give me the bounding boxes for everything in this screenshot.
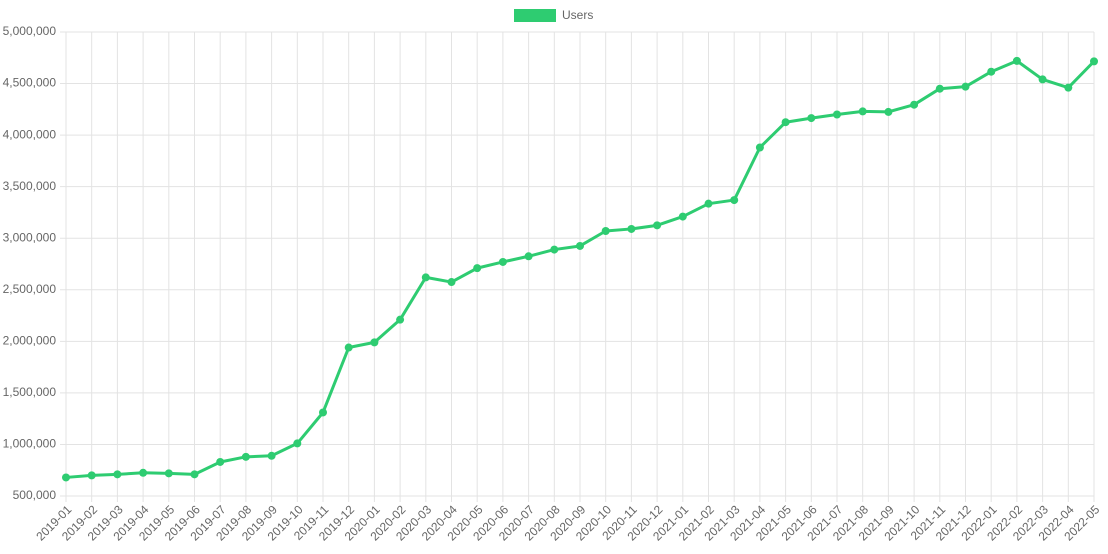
data-point [190, 470, 199, 479]
data-point [293, 439, 302, 448]
data-point [781, 118, 790, 127]
y-tick-label: 5,000,000 [3, 24, 57, 38]
data-point [267, 451, 276, 460]
data-point [524, 252, 533, 261]
data-point [678, 212, 687, 221]
data-point [550, 245, 559, 254]
y-tick-label: 3,500,000 [3, 179, 57, 193]
y-tick-label: 1,500,000 [3, 385, 57, 399]
data-point [62, 473, 70, 482]
y-tick-label: 3,000,000 [3, 230, 57, 244]
data-point [576, 241, 584, 250]
y-tick-label: 500,000 [13, 488, 57, 502]
data-point [833, 110, 841, 119]
data-point [164, 469, 173, 478]
data-point [447, 278, 456, 287]
data-point [987, 67, 996, 76]
data-point [396, 315, 405, 324]
data-point [1012, 56, 1021, 65]
data-point [1038, 75, 1047, 84]
y-tick-label: 1,000,000 [3, 437, 57, 451]
data-point [344, 343, 353, 352]
data-point [498, 257, 507, 266]
data-point [601, 227, 610, 236]
y-tick-label: 2,500,000 [3, 282, 57, 296]
data-point [627, 224, 636, 233]
data-point [1064, 83, 1073, 92]
data-point [884, 107, 893, 116]
y-tick-label: 4,500,000 [3, 76, 57, 90]
data-point [910, 100, 919, 109]
data-point [935, 84, 944, 93]
data-point [216, 457, 225, 466]
data-point [755, 143, 764, 152]
data-point [1090, 57, 1098, 66]
y-tick-label: 4,000,000 [3, 127, 57, 141]
data-point [473, 264, 482, 273]
data-point [961, 82, 970, 91]
data-point [807, 114, 816, 123]
legend-swatch [514, 9, 556, 22]
legend-label: Users [562, 8, 593, 22]
data-point [704, 199, 713, 208]
data-point [858, 107, 867, 116]
data-point [319, 408, 327, 417]
data-point [113, 470, 122, 479]
y-tick-label: 2,000,000 [3, 334, 57, 348]
data-point [139, 468, 148, 477]
data-point [421, 273, 430, 282]
data-point [730, 196, 739, 205]
data-point [370, 338, 379, 347]
data-point [87, 471, 96, 480]
data-point [653, 221, 662, 230]
data-point [241, 452, 250, 461]
